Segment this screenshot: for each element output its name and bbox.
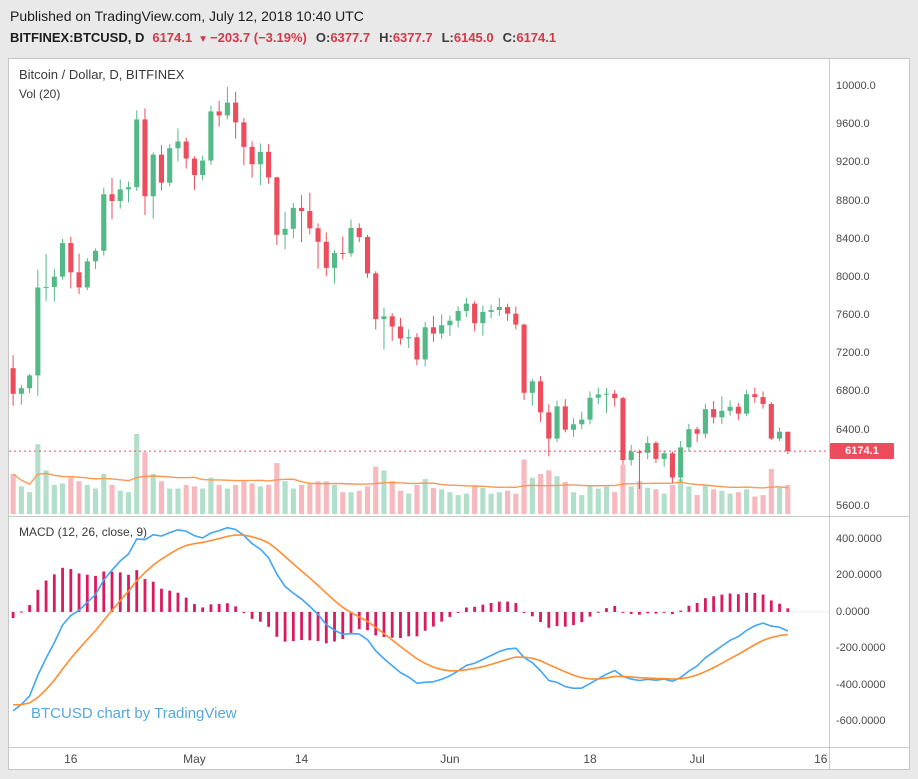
time-tick-label: 16 — [64, 752, 78, 766]
price-pane[interactable] — [9, 59, 829, 516]
price-tick-label: 7600.0 — [836, 309, 870, 322]
time-axis-divider — [9, 747, 909, 748]
low-value: 6145.0 — [453, 30, 494, 45]
volume-ma-line — [12, 472, 788, 489]
last-price: 6174.1 — [152, 30, 193, 45]
published-line: Published on TradingView.com, July 12, 2… — [10, 8, 364, 24]
price-tick-label: 8000.0 — [836, 270, 870, 283]
price-pane-canvas[interactable] — [9, 59, 829, 516]
tradingview-watermark-link[interactable]: BTCUSD chart by TradingView — [31, 705, 237, 722]
price-change: −203.7 (−3.19%) — [210, 30, 307, 45]
macd-pane-canvas[interactable] — [9, 517, 829, 747]
time-tick-label: Jul — [689, 752, 705, 766]
time-tick-label: Jun — [440, 752, 460, 766]
macd-histogram — [11, 567, 790, 644]
chart-panel[interactable]: 10000.0 9600.0 9200.0 8800.0 8400.0 8000.0 760… — [8, 58, 910, 770]
macd-tick-label: -400.0000 — [836, 678, 886, 691]
price-tick-label: 9600.0 — [836, 118, 870, 131]
time-tick-label: 18 — [583, 752, 597, 766]
close-label: C: — [502, 30, 517, 45]
price-tick-label: 8400.0 — [836, 232, 870, 245]
high-label: H: — [379, 30, 393, 45]
symbol-name: BITFINEX:BTCUSD, D — [10, 30, 145, 45]
macd-line — [12, 526, 789, 712]
time-tick-label: May — [183, 752, 206, 766]
macd-signal-line — [13, 534, 788, 706]
open-label: O: — [315, 30, 331, 45]
price-tick-label: 9200.0 — [836, 156, 870, 169]
high-value: 6377.7 — [392, 30, 433, 45]
macd-tick-label: 400.0000 — [836, 532, 882, 545]
down-triangle-icon: ▼ — [198, 34, 209, 45]
open-value: 6377.7 — [330, 30, 371, 45]
macd-tick-label: -600.0000 — [836, 715, 886, 728]
price-tick-label: 5600.0 — [836, 499, 870, 512]
price-tick-label: 10000.0 — [836, 80, 876, 92]
macd-scale[interactable]: 400.0000 200.0000 0.0000 -200.0000 -400.0000… — [830, 517, 909, 747]
close-value: 6174.1 — [516, 30, 557, 45]
macd-tick-label: 0.0000 — [836, 605, 870, 618]
current-price-badge: 6174.1 — [830, 443, 894, 460]
macd-tick-label: -200.0000 — [836, 642, 886, 655]
time-tick-label: 16 — [814, 752, 828, 766]
price-tick-label: 7200.0 — [836, 347, 870, 360]
price-axis[interactable]: 10000.0 9600.0 9200.0 8800.0 8400.0 8000.0 760… — [829, 59, 909, 769]
macd-legend: MACD (12, 26, close, 9) — [19, 525, 148, 539]
price-tick-label: 8800.0 — [836, 194, 870, 207]
volume-legend: Vol (20) — [19, 87, 61, 101]
macd-tick-label: 200.0000 — [836, 569, 882, 582]
low-label: L: — [441, 30, 454, 45]
price-scale[interactable]: 10000.0 9600.0 9200.0 8800.0 8400.0 8000.0 760… — [830, 59, 909, 516]
pane-divider[interactable] — [9, 516, 909, 517]
price-tick-label: 6400.0 — [836, 423, 870, 436]
time-axis[interactable]: 16 May 14 Jun 18 Jul 16 — [9, 748, 829, 769]
price-tick-label: 6800.0 — [836, 385, 870, 398]
candles — [10, 86, 791, 490]
time-tick-label: 14 — [294, 752, 309, 766]
snapshot-header: Published on TradingView.com, July 12, 2… — [0, 0, 918, 45]
macd-pane[interactable] — [9, 517, 829, 747]
volume-bars — [10, 434, 791, 514]
symbol-ohlc-line: BITFINEX:BTCUSD, D 6174.1 ▼ −203.7 (−3.19%)… — [10, 30, 918, 45]
chart-legend-title: Bitcoin / Dollar, D, BITFINEX — [19, 67, 185, 82]
